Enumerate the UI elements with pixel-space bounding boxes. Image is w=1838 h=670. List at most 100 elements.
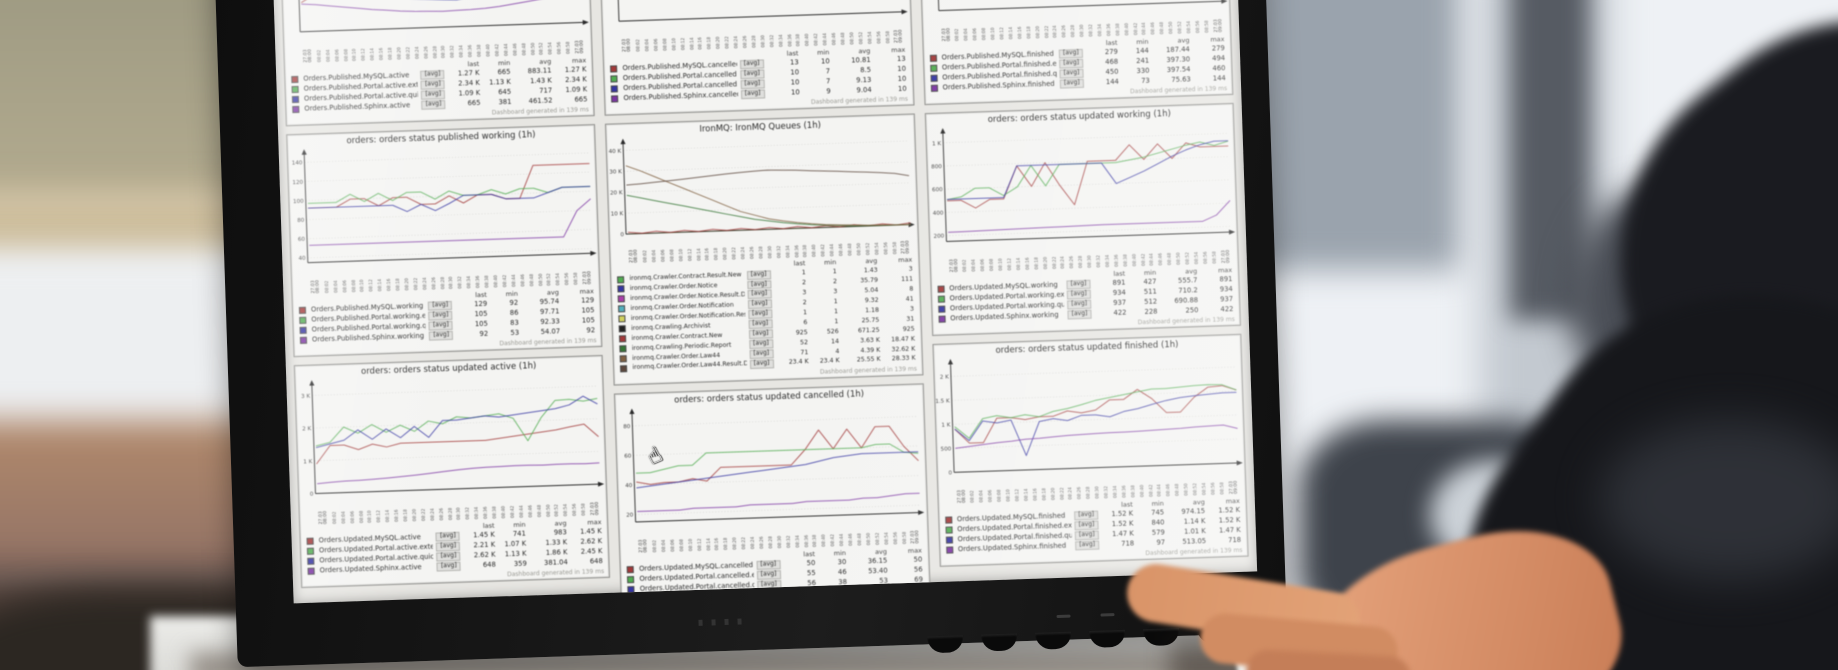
series-last: 10 xyxy=(790,78,800,87)
x-tick-label: 08:04 xyxy=(341,511,347,524)
graph-panel[interactable]: orders: orders status updated working (1… xyxy=(924,102,1241,337)
x-tick-label: 08:56 xyxy=(1203,251,1209,264)
series-avg: 974.15 xyxy=(1181,507,1206,517)
x-tick-label: 08:18 xyxy=(403,509,410,522)
x-tick-label: 08:06 xyxy=(654,38,660,52)
x-tick-label: 08:40 xyxy=(1124,22,1130,36)
x-tick-label: 08:44 xyxy=(1150,253,1156,266)
series-last: 13 xyxy=(789,58,799,68)
legend-header: min xyxy=(513,520,526,530)
series-max: 1.27 K xyxy=(564,65,587,75)
legend-header: max xyxy=(587,518,602,527)
monitor-button[interactable] xyxy=(1143,627,1180,647)
legend-header: avg xyxy=(865,256,878,266)
x-tick-label: 08:22 xyxy=(741,536,748,549)
series-avg: 95.74 xyxy=(539,297,560,307)
x-tick-label: 08:40 xyxy=(1139,484,1146,498)
y-tick-label: 2 K xyxy=(302,426,312,432)
legend-header: max xyxy=(907,546,923,555)
x-tick-label: 08:24 xyxy=(1061,256,1067,269)
avg-tag: [avg] xyxy=(421,90,446,100)
dashboard-column-left: 2 K1 K27.03 08:0008:0208:0408:0608:0808:… xyxy=(278,0,611,603)
graph-panel[interactable]: 2 K1 K27.03 08:0008:0208:0408:0608:0808:… xyxy=(278,0,596,127)
legend-header-spacer xyxy=(622,56,736,60)
legend-swatch xyxy=(945,526,953,534)
legend-swatch xyxy=(929,64,938,73)
series-last: 1.27 K xyxy=(457,69,480,79)
legend-header: avg xyxy=(1192,498,1205,507)
series-min: 741 xyxy=(512,530,526,539)
legend-swatch xyxy=(618,305,626,313)
legend-swatch xyxy=(306,538,314,546)
x-tick-label: 08:14 xyxy=(1008,26,1015,40)
monitor-power-button[interactable] xyxy=(1196,626,1234,645)
monitor-button[interactable] xyxy=(1089,629,1126,648)
avg-tag: [avg] xyxy=(1058,49,1084,59)
x-tick-label: 08:22 xyxy=(406,46,412,60)
graph-panel[interactable]: orders: orders status updated active (1h… xyxy=(293,354,611,589)
series-avg: 9.32 xyxy=(864,296,879,305)
x-tick-label: 08:58 xyxy=(1212,251,1218,264)
legend-swatch xyxy=(619,344,627,353)
x-tick-label: 08:36 xyxy=(1114,254,1120,267)
series-last: 105 xyxy=(474,310,488,319)
series-avg: 1.33 K xyxy=(545,538,568,548)
series-last: 71 xyxy=(800,348,809,356)
monitor-button[interactable] xyxy=(1035,631,1072,650)
series-min: 83 xyxy=(510,318,519,328)
x-tick-label: 08:40 xyxy=(486,44,492,57)
series-max: 925 xyxy=(902,325,915,333)
legend-swatch xyxy=(291,96,300,104)
legend-swatch xyxy=(618,315,626,323)
x-tick-label: 08:30 xyxy=(441,45,448,59)
x-tick-label: 08:46 xyxy=(832,32,838,46)
x-tick-label: 08:26 xyxy=(439,507,445,521)
series-min: 2 xyxy=(832,278,838,286)
x-tick-label: 08:02 xyxy=(332,511,338,524)
series-avg: 75.63 xyxy=(1171,75,1191,85)
x-tick-label: 08:36 xyxy=(804,534,810,547)
x-tick-label: 08:06 xyxy=(342,279,349,293)
x-tick-label: 08:44 xyxy=(1142,22,1148,35)
graph-footer: Dashboard generated in 139 ms xyxy=(827,595,925,604)
legend-swatch xyxy=(299,336,308,345)
series-avg: 1.43 K xyxy=(529,76,552,86)
series-max: 891 xyxy=(1219,275,1233,284)
legend-header: max xyxy=(897,255,913,265)
legend-header: min xyxy=(823,258,837,267)
monitor-button[interactable] xyxy=(981,633,1018,652)
series-min: 1 xyxy=(832,268,837,276)
y-tick-label: 80 xyxy=(297,218,305,224)
series-line xyxy=(315,395,598,449)
x-tick-label: 08:24 xyxy=(430,508,436,521)
avg-tag: [avg] xyxy=(428,311,453,321)
x-tick-label: 08:12 xyxy=(680,37,687,51)
series-max: 1.09 K xyxy=(565,85,588,95)
graph-panel[interactable]: 1510527.03 08:0008:0208:0408:0608:0808:1… xyxy=(597,0,915,116)
avg-tag: [avg] xyxy=(436,542,461,552)
x-tick-label: 08:40 xyxy=(501,505,508,519)
monitor-button[interactable] xyxy=(927,635,964,654)
x-tick-label: 08:18 xyxy=(1041,487,1048,501)
legend-header-spacer xyxy=(303,66,417,70)
legend-header-spacer xyxy=(756,555,780,556)
x-tick-label: 08:46 xyxy=(520,274,527,287)
graph-panel[interactable]: IronMQ: IronMQ Queues (1h) 40 K 30 K 20 K 10… xyxy=(605,113,924,386)
series-min: 7 xyxy=(825,77,831,86)
x-tick-label: 08:16 xyxy=(1033,488,1039,501)
x-tick-label: 08:12 xyxy=(376,509,383,523)
graph-panel[interactable]: orders: orders status published working … xyxy=(286,124,603,358)
x-tick-label: 08:08 xyxy=(982,27,988,41)
x-tick-label: 08:48 xyxy=(848,243,854,256)
x-tick-label: 08:38 xyxy=(796,33,802,47)
x-tick-label: 08:20 xyxy=(1035,25,1041,39)
x-tick-label: 27.03 09:00 xyxy=(1221,249,1232,264)
x-tick-label: 08:30 xyxy=(767,245,774,259)
legend-header-spacer xyxy=(318,528,432,532)
graph-panel[interactable]: orders: orders status updated finished (… xyxy=(932,333,1249,567)
x-tick-label: 08:20 xyxy=(1050,487,1057,501)
x-tick-label: 08:34 xyxy=(1105,254,1111,268)
graph-panel[interactable]: orders: orders status updated cancelled … xyxy=(614,382,931,604)
series-min: 1 xyxy=(833,298,838,306)
